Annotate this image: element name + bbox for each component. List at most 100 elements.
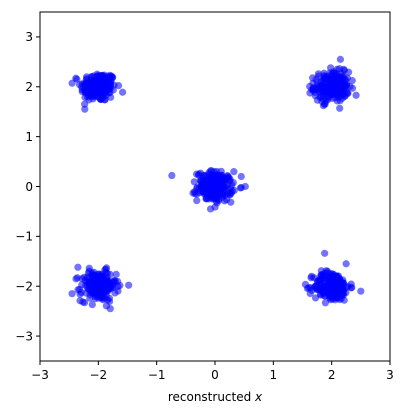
data-point [241, 182, 249, 191]
data-point [92, 287, 100, 295]
data-point [107, 93, 115, 101]
data-point [109, 86, 117, 94]
x-tick-label: 1 [270, 368, 278, 382]
data-point [190, 178, 198, 186]
data-point [193, 184, 201, 193]
y-tick-label: 0 [25, 180, 33, 194]
data-point [306, 283, 314, 292]
data-point [94, 77, 102, 85]
data-point [95, 93, 104, 101]
data-point [230, 186, 238, 195]
data-point [340, 66, 349, 75]
data-point [168, 171, 176, 180]
data-point [329, 273, 337, 281]
x-tick-label: 2 [328, 368, 336, 382]
data-point [89, 277, 98, 285]
data-point [103, 279, 111, 287]
data-point [324, 95, 332, 104]
data-point [96, 275, 104, 283]
data-point [73, 75, 81, 83]
data-point [309, 84, 318, 92]
data-point [326, 287, 335, 295]
data-point [352, 91, 360, 99]
data-point [81, 105, 89, 113]
data-point [211, 181, 219, 190]
data-point [107, 76, 115, 84]
y-tick-label: −1 [15, 230, 33, 244]
data-point [98, 290, 106, 298]
points-layer [68, 55, 365, 313]
data-point [324, 280, 333, 289]
y-tick-label: 3 [25, 30, 33, 44]
data-point [102, 268, 110, 277]
data-point [316, 93, 325, 101]
data-point [217, 183, 225, 191]
data-point [223, 171, 232, 180]
data-point [336, 55, 345, 63]
data-point [209, 188, 217, 196]
data-point [309, 74, 317, 82]
data-point [339, 285, 347, 294]
y-axis: −3 −2 −1 0 1 2 3 [15, 30, 40, 343]
data-point [81, 276, 89, 284]
data-point [80, 299, 89, 307]
data-point [339, 279, 347, 287]
y-tick-label: −3 [15, 329, 33, 343]
data-point [320, 287, 328, 295]
data-point [114, 277, 122, 286]
x-axis-label: reconstructed x [168, 390, 263, 404]
x-tick-label: 3 [386, 368, 394, 382]
data-point [104, 285, 113, 293]
data-point [88, 301, 96, 309]
data-point [318, 82, 326, 90]
data-point [200, 172, 209, 180]
data-point [76, 290, 84, 298]
data-point [327, 64, 335, 72]
data-point [68, 290, 76, 298]
data-point [315, 72, 323, 80]
x-axis: −3 −2 −1 0 1 2 3 [31, 361, 394, 382]
data-point [125, 281, 133, 289]
data-point [85, 286, 93, 294]
data-point [81, 93, 89, 101]
data-point [72, 275, 80, 283]
data-point [88, 73, 96, 81]
data-point [105, 297, 114, 305]
x-tick-label: −3 [31, 368, 49, 382]
data-point [323, 85, 331, 94]
y-tick-label: 2 [25, 80, 33, 94]
data-point [321, 249, 329, 257]
data-point [82, 80, 90, 88]
data-point [194, 171, 203, 179]
data-point [193, 197, 201, 205]
data-point [112, 270, 120, 278]
data-point [327, 296, 335, 304]
x-tick-label: 0 [211, 368, 219, 382]
data-point [348, 76, 356, 85]
x-tick-label: −1 [148, 368, 166, 382]
data-point [214, 195, 223, 203]
data-point [322, 74, 330, 82]
data-point [357, 287, 365, 295]
data-point [321, 299, 330, 307]
data-point [340, 85, 348, 93]
data-point [74, 263, 82, 271]
data-point [317, 271, 326, 279]
data-point [336, 104, 344, 112]
data-point [332, 82, 340, 90]
data-point [81, 100, 89, 108]
data-point [342, 260, 350, 268]
data-point [319, 102, 328, 110]
data-point [201, 187, 209, 196]
data-point [337, 74, 345, 82]
data-point [330, 69, 338, 77]
data-point [78, 87, 86, 96]
y-tick-label: 1 [25, 130, 33, 144]
data-point [230, 168, 238, 176]
data-point [237, 172, 245, 181]
x-tick-label: −2 [89, 368, 107, 382]
data-point [91, 87, 99, 95]
data-point [213, 171, 221, 179]
data-point [197, 177, 205, 186]
